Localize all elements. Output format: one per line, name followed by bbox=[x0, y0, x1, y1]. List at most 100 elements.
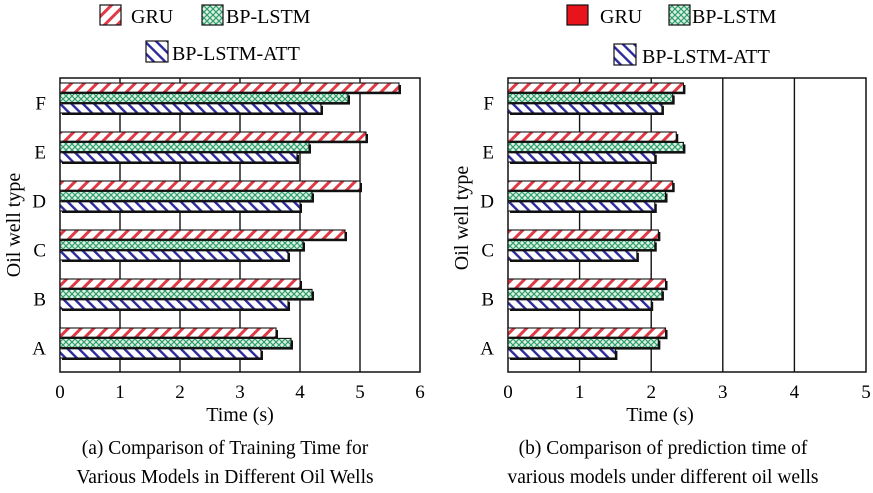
bar-bp-lstm-att-b bbox=[507, 299, 652, 310]
bar-bp-lstm-f bbox=[59, 92, 349, 104]
legend-label-bp-lstm: BP-LSTM bbox=[226, 6, 311, 28]
legend-item-gru: GRU bbox=[566, 4, 643, 28]
y-tick-label: E bbox=[34, 143, 46, 164]
legend: GRU BP-LSTM BP-LSTM-ATT bbox=[99, 4, 311, 65]
bar-bp-lstm-c bbox=[507, 239, 656, 251]
legend-label-bp-lstm-att: BP-LSTM-ATT bbox=[642, 46, 770, 68]
bar-bp-lstm-f bbox=[507, 92, 674, 104]
x-tick-label: 5 bbox=[861, 382, 871, 403]
y-axis-title: Oil well type bbox=[451, 166, 473, 271]
y-tick-label: C bbox=[481, 241, 494, 262]
bar-gru-b bbox=[59, 278, 301, 289]
legend-label-bp-lstm: BP-LSTM bbox=[692, 6, 777, 28]
plot-frame bbox=[507, 77, 867, 373]
legend-item-bp-lstm-att: BP-LSTM-ATT bbox=[613, 43, 770, 68]
y-tick-label: D bbox=[32, 192, 46, 213]
training-time-chart: GRU BP-LSTM BP-LSTM-ATT A B C D E F 0 1 2 3 4 5 6 O… bbox=[3, 4, 425, 488]
x-tick-label: 2 bbox=[175, 382, 185, 403]
bar-bp-lstm-att-f bbox=[507, 103, 663, 114]
bar-bp-lstm-att-f bbox=[59, 103, 322, 114]
bar-bp-lstm-b bbox=[59, 288, 313, 300]
bar-bp-lstm-att-a bbox=[507, 348, 616, 359]
bar-bp-lstm-att-b bbox=[59, 299, 289, 310]
y-tick-label: F bbox=[483, 94, 494, 115]
y-tick-label: B bbox=[481, 290, 494, 311]
y-tick-label: B bbox=[33, 290, 46, 311]
bar-gru-b bbox=[507, 278, 667, 289]
bp-lstm-att-swatch bbox=[613, 43, 637, 66]
legend-item-bp-lstm-att: BP-LSTM-ATT bbox=[145, 40, 300, 65]
x-tick-label: 3 bbox=[718, 382, 728, 403]
legend-item-gru: GRU bbox=[99, 4, 174, 28]
y-tick-label: A bbox=[480, 339, 494, 360]
y-tick-label: D bbox=[480, 192, 494, 213]
bar-bp-lstm-att-d bbox=[59, 201, 301, 212]
caption-line-1: (b) Comparison of prediction time of bbox=[519, 438, 808, 459]
bar-bp-lstm-d bbox=[59, 190, 313, 202]
caption-line-2: various models under different oil wells bbox=[507, 467, 818, 488]
y-tick-label: F bbox=[35, 94, 46, 115]
x-tick-label: 4 bbox=[295, 382, 305, 403]
bar-gru-c bbox=[59, 229, 346, 240]
bar-bp-lstm-att-c bbox=[507, 250, 638, 261]
x-axis-title: Time (s) bbox=[206, 404, 274, 426]
x-tick-label: 4 bbox=[790, 382, 800, 403]
bar-gru-e bbox=[59, 131, 367, 142]
bar-bp-lstm-b bbox=[507, 288, 663, 300]
caption-line-2: Various Models in Different Oil Wells bbox=[76, 467, 373, 488]
y-tick-labels: A B C D E F bbox=[32, 94, 46, 360]
bar-gru-e bbox=[507, 131, 677, 142]
bar-bp-lstm-att-e bbox=[507, 152, 656, 163]
bar-gru-a bbox=[59, 327, 277, 338]
gru-swatch bbox=[566, 4, 589, 26]
grid bbox=[578, 78, 796, 372]
bar-bp-lstm-att-c bbox=[59, 250, 289, 261]
x-tick-label: 1 bbox=[575, 382, 585, 403]
y-tick-labels: A B C D E F bbox=[480, 94, 494, 360]
bar-gru-f bbox=[507, 82, 684, 93]
x-tick-labels: 0 1 2 3 4 5 bbox=[503, 382, 871, 403]
bar-bp-lstm-e bbox=[59, 141, 310, 153]
legend-label-gru: GRU bbox=[131, 6, 174, 28]
x-tick-label: 0 bbox=[55, 382, 65, 403]
bar-bp-lstm-e bbox=[507, 141, 684, 153]
gru-swatch bbox=[99, 4, 122, 26]
x-tick-label: 2 bbox=[646, 382, 656, 403]
bar-bp-lstm-d bbox=[507, 190, 667, 202]
bar-gru-d bbox=[507, 180, 674, 191]
legend-item-bp-lstm: BP-LSTM bbox=[668, 4, 777, 28]
x-tick-label: 5 bbox=[355, 382, 365, 403]
bar-gru-f bbox=[59, 82, 400, 93]
grid bbox=[119, 78, 361, 372]
y-axis-title: Oil well type bbox=[3, 173, 25, 278]
x-tick-label: 0 bbox=[503, 382, 513, 403]
x-tick-label: 1 bbox=[115, 382, 125, 403]
x-tick-label: 3 bbox=[235, 382, 245, 403]
bar-gru-d bbox=[59, 180, 361, 191]
bar-gru-c bbox=[507, 229, 659, 240]
bp-lstm-swatch bbox=[668, 4, 691, 26]
bars bbox=[507, 82, 686, 360]
y-tick-label: C bbox=[33, 241, 46, 262]
y-tick-label: A bbox=[32, 339, 46, 360]
legend: GRU BP-LSTM BP-LSTM-ATT bbox=[566, 4, 777, 68]
bar-bp-lstm-c bbox=[59, 239, 304, 251]
bar-bp-lstm-a bbox=[59, 337, 292, 349]
bp-lstm-att-swatch bbox=[145, 40, 169, 63]
bar-bp-lstm-att-d bbox=[507, 201, 656, 212]
bar-bp-lstm-a bbox=[507, 337, 659, 349]
legend-label-bp-lstm-att: BP-LSTM-ATT bbox=[172, 43, 300, 65]
bar-bp-lstm-att-a bbox=[59, 348, 262, 359]
prediction-time-chart: GRU BP-LSTM BP-LSTM-ATT A B C D E F 0 1 2 3 4 5 Oi… bbox=[451, 4, 871, 488]
bp-lstm-swatch bbox=[201, 4, 224, 26]
bar-gru-a bbox=[507, 327, 667, 338]
legend-label-gru: GRU bbox=[600, 6, 643, 28]
caption-line-1: (a) Comparison of Training Time for bbox=[82, 438, 369, 459]
legend-item-bp-lstm: BP-LSTM bbox=[201, 4, 311, 28]
x-tick-label: 6 bbox=[415, 382, 425, 403]
y-tick-label: E bbox=[482, 143, 494, 164]
bars bbox=[59, 82, 401, 360]
bar-bp-lstm-att-e bbox=[59, 152, 298, 163]
x-tick-labels: 0 1 2 3 4 5 6 bbox=[55, 382, 425, 403]
